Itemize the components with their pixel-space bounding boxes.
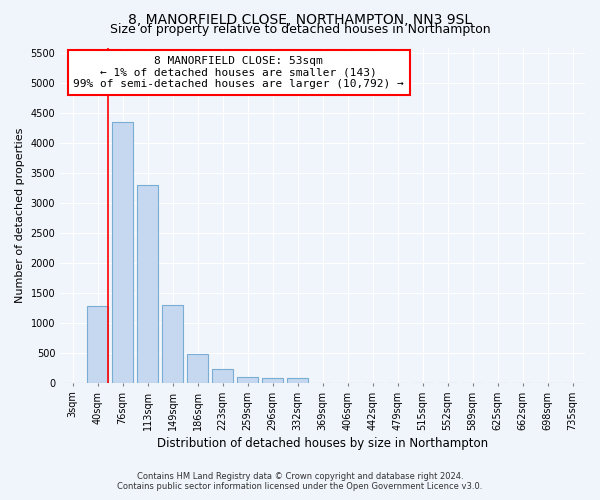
Text: Contains HM Land Registry data © Crown copyright and database right 2024.
Contai: Contains HM Land Registry data © Crown c… <box>118 472 482 491</box>
Y-axis label: Number of detached properties: Number of detached properties <box>15 128 25 303</box>
Bar <box>137 186 158 383</box>
Text: Size of property relative to detached houses in Northampton: Size of property relative to detached ho… <box>110 22 490 36</box>
Bar <box>187 354 208 383</box>
Bar <box>212 368 233 383</box>
Bar <box>262 378 283 383</box>
Bar <box>112 122 133 383</box>
Bar <box>162 305 183 383</box>
Bar <box>237 377 258 383</box>
X-axis label: Distribution of detached houses by size in Northampton: Distribution of detached houses by size … <box>157 437 488 450</box>
Bar <box>87 306 108 383</box>
Bar <box>287 378 308 383</box>
Text: 8, MANORFIELD CLOSE, NORTHAMPTON, NN3 9SL: 8, MANORFIELD CLOSE, NORTHAMPTON, NN3 9S… <box>128 12 472 26</box>
Text: 8 MANORFIELD CLOSE: 53sqm
← 1% of detached houses are smaller (143)
99% of semi-: 8 MANORFIELD CLOSE: 53sqm ← 1% of detach… <box>73 56 404 89</box>
